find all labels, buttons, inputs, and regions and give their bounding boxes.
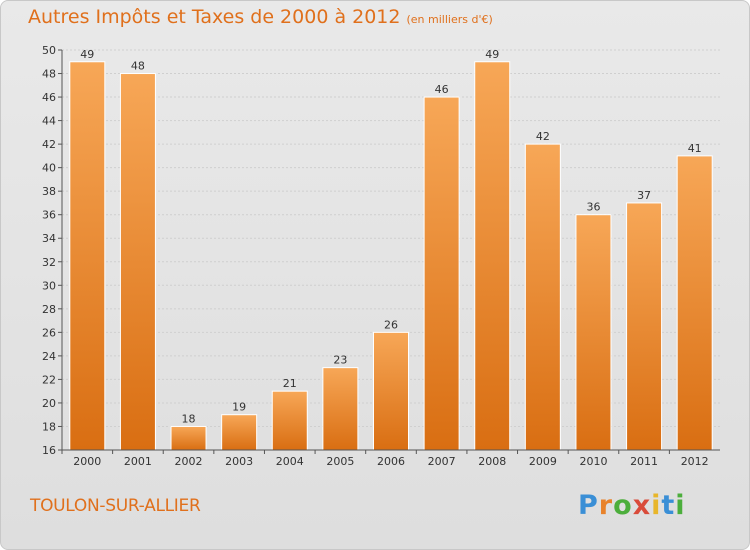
- x-tick-label: 2011: [630, 455, 658, 468]
- y-tick-label: 24: [42, 350, 56, 363]
- y-tick-label: 40: [42, 162, 56, 175]
- proxiti-logo[interactable]: Proxiti: [578, 490, 686, 521]
- y-tick-label: 16: [42, 444, 56, 457]
- data-label: 21: [283, 377, 297, 390]
- y-tick-label: 28: [42, 303, 56, 316]
- x-tick-label: 2007: [428, 455, 456, 468]
- data-label: 18: [182, 412, 196, 425]
- y-tick-label: 50: [42, 44, 56, 57]
- x-axis: 2000 2001 2002 2003 2004 2005 2006 2007 2008 2009…: [61, 449, 720, 468]
- x-tick-label: 2004: [276, 455, 304, 468]
- data-label: 23: [333, 354, 347, 367]
- data-label: 48: [131, 60, 145, 73]
- y-tick-label: 48: [42, 68, 56, 81]
- bar-2005: [322, 367, 359, 451]
- bar-2011: [626, 202, 663, 451]
- x-tick-label: 2005: [326, 455, 354, 468]
- x-tick-label: 2006: [377, 455, 405, 468]
- chart-title: Autres Impôts et Taxes de 2000 à 2012 (en…: [28, 6, 493, 28]
- bars: 49 48 18 19 21 23 26 46 49 42 36 37 41: [69, 48, 713, 451]
- y-tick-label: 36: [42, 209, 56, 222]
- bar-2004: [271, 390, 308, 451]
- y-axis: 16 18 20 22 24 26 28 30 32 34 36 38 40 42 44 46 48 50: [42, 44, 63, 457]
- x-tick-label: 2003: [225, 455, 253, 468]
- x-tick-label: 2002: [175, 455, 203, 468]
- y-tick-label: 30: [42, 279, 56, 292]
- x-tick-label: 2008: [478, 455, 506, 468]
- y-tick-label: 42: [42, 138, 56, 151]
- y-tick-label: 20: [42, 397, 56, 410]
- data-label: 42: [536, 130, 550, 143]
- data-label: 49: [485, 48, 499, 61]
- data-label: 49: [80, 48, 94, 61]
- y-tick-label: 32: [42, 256, 56, 269]
- bar-2008: [474, 61, 511, 451]
- data-label: 36: [586, 201, 600, 214]
- data-label: 26: [384, 318, 398, 331]
- y-tick-label: 22: [42, 373, 56, 386]
- bar-2007: [423, 96, 460, 451]
- x-tick-label: 2000: [73, 455, 101, 468]
- bar-2010: [575, 214, 612, 451]
- x-tick-label: 2012: [681, 455, 709, 468]
- bar-2012: [676, 155, 713, 451]
- location-name: TOULON-SUR-ALLIER: [30, 496, 201, 516]
- title-text: Autres Impôts et Taxes de 2000 à 2012: [28, 6, 401, 28]
- y-tick-label: 46: [42, 91, 56, 104]
- data-label: 19: [232, 401, 246, 414]
- data-label: 46: [435, 83, 449, 96]
- x-tick-label: 2009: [529, 455, 557, 468]
- x-tick-label: 2001: [124, 455, 152, 468]
- bar-2001: [119, 73, 156, 451]
- bar-2006: [373, 331, 409, 451]
- chart-subtitle: (en milliers d'€): [406, 13, 493, 26]
- bar-2003: [221, 414, 258, 451]
- y-tick-label: 26: [42, 326, 56, 339]
- bar-2000: [69, 61, 106, 451]
- y-tick-label: 18: [42, 420, 56, 433]
- y-tick-label: 44: [42, 115, 56, 128]
- x-tick-label: 2010: [579, 455, 607, 468]
- bar-2002: [170, 425, 207, 451]
- data-label: 37: [637, 189, 651, 202]
- y-tick-label: 38: [42, 185, 56, 198]
- data-label: 41: [688, 142, 702, 155]
- bar-2009: [524, 143, 561, 451]
- y-tick-label: 34: [42, 232, 56, 245]
